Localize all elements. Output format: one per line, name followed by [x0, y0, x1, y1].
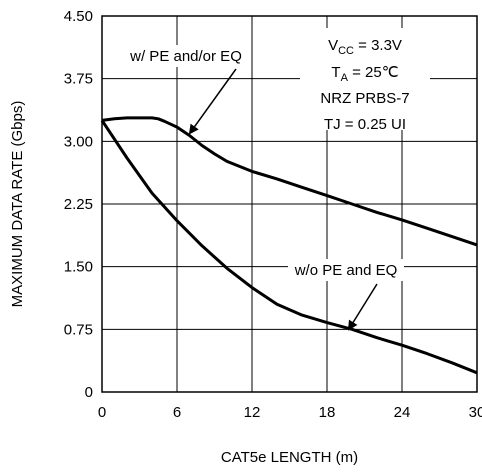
x-tick-label: 12	[244, 404, 261, 421]
vcc-symbol: V	[328, 37, 338, 54]
series-line-1	[101, 116, 478, 247]
y-axis-label: MAXIMUM DATA RATE (Gbps)	[9, 101, 26, 308]
x-tick-label: 24	[394, 404, 411, 421]
annotation-without-background	[288, 259, 404, 281]
x-tick-label: 18	[319, 404, 336, 421]
annotation-with-pe-eq: w/ PE and/or EQ	[129, 48, 242, 65]
vcc-subscript: CC	[338, 45, 354, 57]
vcc-condition: VCC = 3.3V	[328, 37, 402, 57]
vcc-value: = 3.3V	[354, 37, 402, 54]
y-tick-label: 1.50	[64, 259, 93, 276]
y-tick-label: 3.00	[64, 133, 93, 150]
y-tick-label: 3.75	[64, 71, 93, 88]
x-tick-label: 0	[98, 404, 106, 421]
ta-condition: TA = 25℃	[331, 64, 398, 84]
x-tick-label: 30	[469, 404, 482, 421]
conditions-box: VCC = 3.3V TA = 25℃ NRZ PRBS-7 TJ = 0.25…	[300, 28, 430, 133]
ta-value: = 25℃	[348, 64, 399, 81]
annotation-without-pe-eq: w/o PE and EQ	[294, 262, 398, 279]
ta-symbol: T	[331, 64, 340, 81]
x-axis-label: CAT5e LENGTH (m)	[221, 449, 358, 466]
plot-area-frame	[101, 15, 478, 393]
y-tick-label: 2.25	[64, 196, 93, 213]
conditions-box-background	[300, 28, 430, 130]
y-tick-label: 4.50	[64, 8, 93, 25]
ta-subscript: A	[341, 72, 349, 84]
x-tick-label: 6	[173, 404, 181, 421]
annotation-with-background	[124, 45, 248, 67]
y-tick-label: 0	[85, 384, 93, 401]
series-line-2	[100, 119, 478, 375]
y-tick-label: 0.75	[64, 321, 93, 338]
tick-labels: 0 6 12 18 24 30 0 0.75 1.50 2.25 3.00 3.75 4.50	[64, 8, 482, 421]
arrow-with-pe-eq	[188, 68, 237, 135]
jitter-condition: TJ = 0.25 UI	[324, 116, 406, 133]
signal-condition: NRZ PRBS-7	[320, 90, 409, 107]
series	[100, 116, 478, 375]
arrow-without-pe-eq	[347, 283, 378, 331]
